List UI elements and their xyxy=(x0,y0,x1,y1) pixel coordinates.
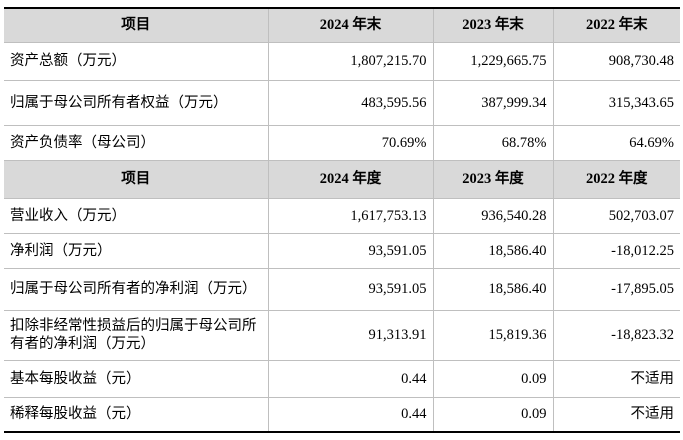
value-cell: 1,229,665.75 xyxy=(432,41,554,81)
label-cell: 基本每股收益（元） xyxy=(4,359,269,398)
header-cell: 2023 年末 xyxy=(432,7,554,43)
value-cell: 502,703.07 xyxy=(552,197,680,234)
header-cell: 项目 xyxy=(4,7,269,43)
value-cell: 64.69% xyxy=(552,124,680,161)
data-row: 归属于母公司所有者权益（万元） 483,595.56 387,999.34 315,3… xyxy=(4,79,680,126)
header-row: 项目 2024 年末 2023 年末 2022 年末 xyxy=(4,7,680,43)
value-cell: 1,807,215.70 xyxy=(267,41,434,81)
value-cell: -18,012.25 xyxy=(552,232,680,269)
value-cell: 93,591.05 xyxy=(267,232,434,269)
value-cell: -17,895.05 xyxy=(552,267,680,311)
value-cell: 91,313.91 xyxy=(267,309,434,361)
value-cell: 0.44 xyxy=(267,359,434,398)
label-cell: 归属于母公司所有者权益（万元） xyxy=(4,79,269,126)
label-cell: 资产总额（万元） xyxy=(4,41,269,81)
data-row: 资产负债率（母公司） 70.69% 68.78% 64.69% xyxy=(4,124,680,161)
data-row: 稀释每股收益（元） 0.44 0.09 不适用 xyxy=(4,396,680,433)
data-row: 营业收入（万元） 1,617,753.13 936,540.28 502,703.07 xyxy=(4,197,680,234)
value-cell: 387,999.34 xyxy=(432,79,554,126)
value-cell: 1,617,753.13 xyxy=(267,197,434,234)
header-cell: 2022 年度 xyxy=(552,159,680,199)
header-cell: 2024 年末 xyxy=(267,7,434,43)
label-cell: 稀释每股收益（元） xyxy=(4,396,269,433)
value-cell: 936,540.28 xyxy=(432,197,554,234)
data-row: 资产总额（万元） 1,807,215.70 1,229,665.75 908,730.… xyxy=(4,41,680,81)
value-cell: 908,730.48 xyxy=(552,41,680,81)
value-cell: 0.09 xyxy=(432,396,554,433)
value-cell: 18,586.40 xyxy=(432,232,554,269)
header-row: 项目 2024 年度 2023 年度 2022 年度 xyxy=(4,159,680,199)
label-cell: 营业收入（万元） xyxy=(4,197,269,234)
value-cell: -18,823.32 xyxy=(552,309,680,361)
value-cell: 315,343.65 xyxy=(552,79,680,126)
data-row: 扣除非经常性损益后的归属于母公司所有者的净利润（万元） 91,313.91 15,8… xyxy=(4,309,680,361)
value-cell: 不适用 xyxy=(552,359,680,398)
header-cell: 项目 xyxy=(4,159,269,199)
data-row: 净利润（万元） 93,591.05 18,586.40 -18,012.25 xyxy=(4,232,680,269)
value-cell: 483,595.56 xyxy=(267,79,434,126)
label-cell: 净利润（万元） xyxy=(4,232,269,269)
data-row: 归属于母公司所有者的净利润（万元） 93,591.05 18,586.40 -17,8… xyxy=(4,267,680,311)
value-cell: 15,819.36 xyxy=(432,309,554,361)
header-cell: 2023 年度 xyxy=(432,159,554,199)
data-row: 基本每股收益（元） 0.44 0.09 不适用 xyxy=(4,359,680,398)
header-cell: 2022 年末 xyxy=(552,7,680,43)
label-cell: 扣除非经常性损益后的归属于母公司所有者的净利润（万元） xyxy=(4,309,269,361)
value-cell: 93,591.05 xyxy=(267,267,434,311)
financial-table: 项目 2024 年末 2023 年末 2022 年末 资产总额（万元） 1,807,215… xyxy=(4,7,680,433)
value-cell: 70.69% xyxy=(267,124,434,161)
value-cell: 18,586.40 xyxy=(432,267,554,311)
value-cell: 68.78% xyxy=(432,124,554,161)
header-cell: 2024 年度 xyxy=(267,159,434,199)
label-cell: 资产负债率（母公司） xyxy=(4,124,269,161)
value-cell: 不适用 xyxy=(552,396,680,433)
label-cell: 归属于母公司所有者的净利润（万元） xyxy=(4,267,269,311)
value-cell: 0.09 xyxy=(432,359,554,398)
value-cell: 0.44 xyxy=(267,396,434,433)
